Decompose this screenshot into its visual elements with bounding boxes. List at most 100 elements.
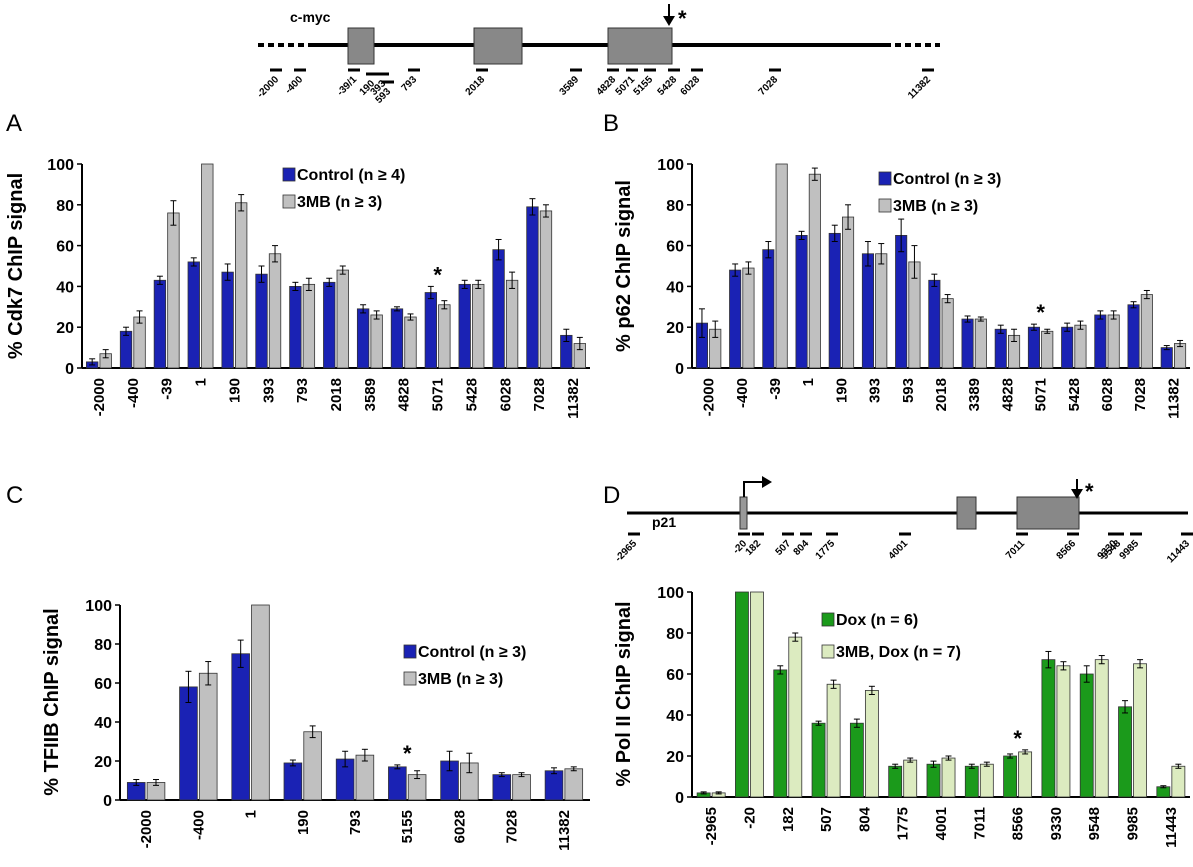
- x-tick-label: 5071: [1033, 378, 1050, 411]
- exon-box: [1016, 496, 1080, 530]
- x-tick-label: 793: [294, 378, 311, 403]
- x-tick-label: 182: [780, 807, 797, 832]
- x-tick-label: 9548: [1086, 807, 1103, 840]
- bar-series-2: [234, 202, 248, 369]
- panel-label-d: D: [603, 482, 620, 509]
- y-tick-label: 40: [666, 708, 684, 725]
- bar-series-1: [424, 292, 437, 369]
- legend-swatch: [403, 671, 417, 686]
- x-tick-label: -2000: [701, 378, 718, 416]
- x-tick-label: 1: [800, 378, 817, 386]
- bar-series-1: [1094, 314, 1107, 369]
- panel-label-c: C: [6, 482, 23, 509]
- exon-box: [347, 27, 375, 65]
- y-tick-label: 100: [657, 157, 684, 174]
- primer-position-label: 11382: [906, 74, 933, 101]
- legend-swatch: [878, 198, 892, 213]
- bar-series-1: [283, 762, 303, 801]
- primer-position-label: 1775: [814, 538, 838, 562]
- bar-series-2: [941, 298, 954, 369]
- x-tick-label: 4001: [933, 807, 950, 840]
- x-tick-label: 2018: [933, 378, 950, 411]
- y-axis-label: % TFIIB ChIP signal: [41, 608, 63, 795]
- bar-series-2: [1041, 330, 1054, 369]
- primer-position-label: 7028: [757, 74, 781, 98]
- bar-series-1: [888, 765, 903, 798]
- bar-series-1: [1079, 673, 1094, 798]
- bar-series-1: [544, 770, 564, 801]
- bar-series-1: [119, 330, 133, 369]
- exon-box: [739, 496, 748, 530]
- y-tick-label: 20: [94, 754, 112, 771]
- bar-series-1: [458, 283, 471, 369]
- bar-series-2: [1018, 751, 1033, 798]
- bar-series-1: [221, 271, 234, 369]
- x-tick-label: 4828: [999, 378, 1016, 411]
- bar-series-2: [875, 253, 888, 369]
- x-tick-label: 7011: [971, 807, 988, 840]
- y-tick-label: 80: [56, 198, 74, 215]
- x-tick-label: -400: [125, 378, 142, 408]
- x-tick-label: 190: [295, 810, 312, 835]
- y-tick-label: 20: [666, 320, 684, 337]
- bar-series-2: [808, 173, 821, 369]
- legend-label: 3MB (n ≥ 3): [418, 671, 503, 688]
- bar-series-1: [289, 285, 302, 369]
- bar-series-1: [861, 253, 875, 369]
- bar-series-2: [472, 283, 485, 369]
- x-tick-label: 507: [818, 807, 835, 832]
- x-tick-label: 190: [833, 378, 850, 403]
- bar-series-1: [926, 763, 941, 798]
- bar-series-2: [438, 304, 451, 369]
- x-tick-label: 11382: [565, 378, 582, 419]
- bar-series-2: [251, 604, 270, 801]
- bar-series-1: [492, 774, 512, 801]
- bar-series-2: [1094, 659, 1109, 798]
- x-tick-label: -400: [190, 810, 207, 840]
- y-tick-label: 20: [56, 320, 74, 337]
- bar-series-1: [828, 232, 841, 369]
- y-tick-label: 100: [657, 585, 684, 602]
- cut-site-arrowhead: [663, 16, 675, 26]
- bar-series-2: [974, 318, 987, 369]
- bar-series-2: [268, 253, 282, 369]
- x-tick-label: 593: [900, 378, 917, 403]
- x-tick-label: 11382: [556, 810, 573, 851]
- legend-label: 3MB, Dox (n = 7): [836, 644, 961, 661]
- bar-series-2: [842, 216, 855, 369]
- bar-series-1: [735, 591, 749, 798]
- y-tick-label: 60: [56, 239, 74, 256]
- legend-swatch: [878, 171, 892, 186]
- bar-series-1: [895, 234, 908, 369]
- x-tick-label: 7028: [504, 810, 521, 843]
- x-tick-label: 11443: [1163, 807, 1180, 848]
- exon-box: [956, 496, 977, 530]
- x-tick-label: 804: [856, 806, 873, 832]
- bar-series-2: [979, 763, 994, 798]
- legend-swatch: [282, 194, 296, 209]
- bar-series-1: [390, 308, 404, 369]
- tss-arrow: [743, 481, 764, 497]
- x-tick-label: 8566: [1010, 807, 1027, 840]
- bar-series-2: [370, 314, 383, 369]
- bar-series-2: [1174, 343, 1187, 369]
- bar-series-2: [505, 279, 519, 369]
- y-tick-label: 60: [94, 676, 112, 693]
- primer-position-label: 793: [400, 74, 420, 94]
- legend-swatch: [403, 644, 417, 659]
- bar-series-2: [788, 636, 803, 798]
- bar-series-1: [492, 249, 505, 369]
- y-tick-label: 0: [65, 361, 74, 378]
- x-tick-label: 2018: [328, 378, 345, 411]
- legend-label: 3MB (n ≥ 3): [893, 198, 978, 215]
- legend-label: Dox (n = 6): [836, 612, 918, 629]
- significance-star: *: [403, 741, 412, 766]
- chart-a-cdk7: % Cdk7 ChIP signal 0 20 40 60 80 100 -2000 -400-…: [5, 157, 590, 419]
- x-tick-label: 6028: [1099, 378, 1116, 411]
- bar-series-2: [1107, 314, 1120, 369]
- primer-position-label: 6028: [679, 74, 703, 98]
- bar-series-1: [153, 279, 167, 369]
- primer-position-label: 804: [792, 538, 812, 558]
